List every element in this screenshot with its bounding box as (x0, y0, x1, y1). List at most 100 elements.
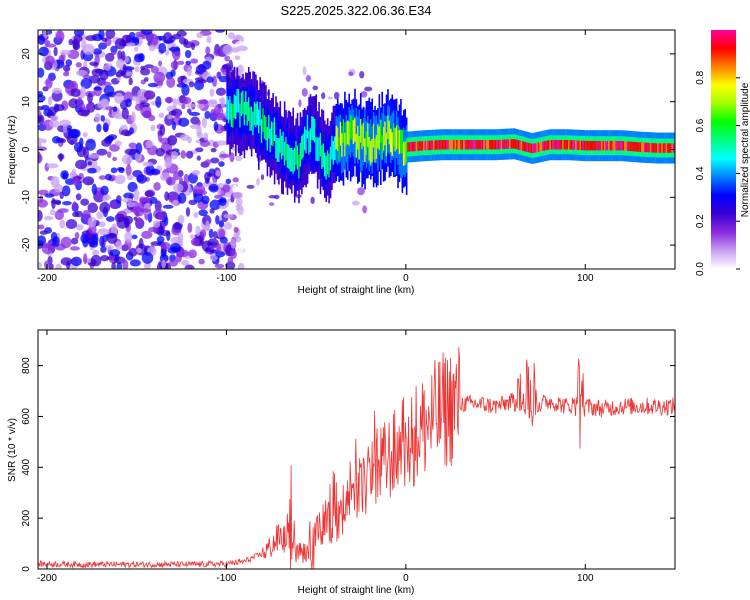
ridge-cell (558, 139, 560, 150)
ridge-cell (425, 140, 428, 151)
noise-blob (72, 211, 79, 218)
ridge-cell (542, 141, 544, 151)
noise-blob (131, 36, 140, 43)
noise-blob (120, 50, 126, 62)
noise-blob (81, 209, 91, 222)
noise-blob (75, 62, 82, 68)
noise-blob (75, 69, 88, 77)
ridge-cell (276, 110, 279, 158)
noise-blob (131, 234, 138, 240)
noise-blob (169, 259, 178, 267)
ridge-cell (302, 133, 305, 158)
ridge-cell (533, 143, 536, 153)
noise-blob (206, 76, 214, 83)
ridge-cell (460, 139, 462, 150)
ridge-cell (414, 141, 417, 152)
noise-blob (101, 98, 110, 109)
noise-blob (198, 209, 208, 217)
noise-blob (70, 88, 81, 97)
noise-blob (154, 200, 162, 212)
ridge-cell (335, 125, 338, 150)
ridge-cell (276, 138, 279, 162)
noise-blob (172, 97, 178, 110)
ridge-cell (559, 139, 562, 150)
ridge-cell (549, 139, 551, 150)
noise-blob (63, 71, 70, 77)
noise-blob (71, 168, 76, 178)
noise-blob (141, 251, 154, 264)
ridge-cell (367, 123, 369, 147)
noise-blob (133, 54, 144, 63)
ridge-cell (450, 139, 452, 150)
noise-blob (215, 170, 221, 177)
noise-blob (156, 212, 165, 220)
noise-blob (93, 86, 103, 91)
noise-blob (193, 184, 205, 195)
snr-ytick-label: 0 (21, 566, 32, 572)
noise-blob (102, 122, 109, 133)
spectrogram-ytick-label: 10 (21, 96, 32, 108)
ridge-cell (269, 128, 272, 153)
noise-blob (193, 212, 199, 219)
noise-blob (62, 201, 72, 206)
noise-blob (121, 107, 129, 120)
ridge-cell (644, 142, 646, 153)
noise-blob (139, 208, 152, 213)
noise-blob (87, 161, 93, 166)
ridge-cell (611, 140, 613, 151)
noise-blob (159, 124, 166, 136)
ridge-cell (278, 138, 280, 162)
noise-blob (132, 95, 138, 101)
ridge-cell (461, 139, 464, 150)
noise-blob (59, 191, 64, 200)
noise-blob (88, 224, 97, 235)
snr-x-ticks: -200 -100 0 100 (37, 330, 594, 584)
ridge-cell (596, 140, 599, 151)
ridge-cell (324, 152, 326, 177)
ridge-cell (654, 143, 656, 153)
ridge-cell (255, 103, 257, 128)
noise-blob (225, 178, 232, 185)
noise-blob (133, 216, 138, 221)
noise-blob (45, 55, 55, 66)
noise-blob (216, 140, 228, 146)
noise-blob (150, 124, 156, 132)
noise-blob (209, 199, 221, 211)
ridge-cell (355, 107, 358, 156)
noise-blob (164, 191, 170, 201)
ridge-cell (448, 139, 451, 150)
noise-blob (208, 183, 219, 193)
noise-blob (62, 64, 71, 72)
noise-blob (213, 48, 223, 57)
ridge-cell (540, 141, 543, 152)
ridge-cell (306, 114, 309, 139)
ridge-cell (378, 126, 381, 151)
noise-blob (134, 103, 144, 111)
noise-blob (91, 183, 98, 196)
noise-blob (183, 173, 190, 184)
noise-blob (114, 140, 122, 147)
noise-blob (72, 38, 80, 50)
noise-blob (77, 109, 90, 117)
ridge-cell (293, 147, 296, 172)
ridge-cell (255, 105, 257, 153)
noise-blob (82, 131, 88, 138)
snr-ytick-label: 400 (21, 459, 32, 476)
noise-blob (54, 184, 63, 193)
ridge-cell (582, 140, 585, 151)
noise-blob (235, 197, 243, 207)
ridge-cell (321, 145, 323, 169)
noise-blob (162, 204, 174, 209)
noise-blob (210, 157, 220, 164)
noise-blob (52, 87, 62, 94)
ridge-cell (410, 142, 412, 152)
noise-blob (47, 96, 53, 106)
ridge-cell (391, 132, 394, 156)
ridge-cell (486, 139, 488, 150)
ridge-cell (535, 143, 537, 153)
colorbar-label: Normalized spectral amplitude (740, 82, 750, 217)
noise-blob (203, 132, 209, 141)
noise-blob (164, 97, 174, 104)
